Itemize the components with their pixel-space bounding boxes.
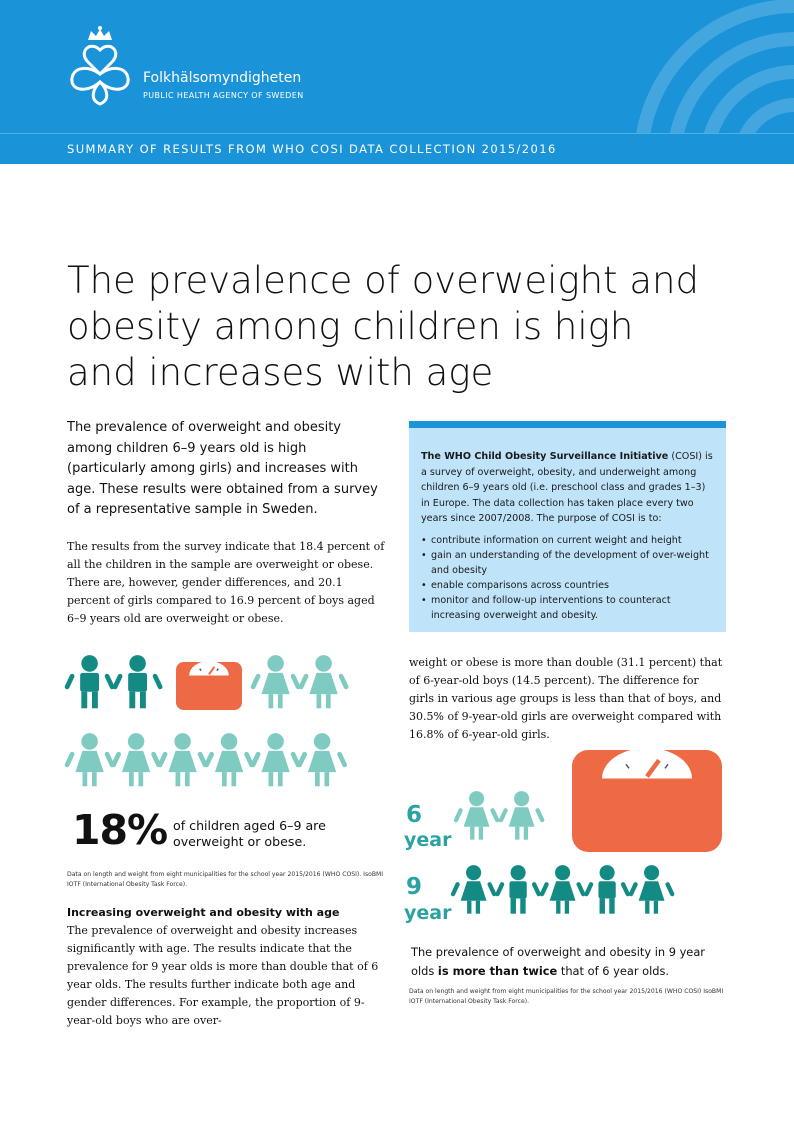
caption-bold: is more than twice [437, 964, 558, 978]
caption-text-2: that of 6 year olds. [557, 964, 670, 978]
comparison-caption: The prevalence of overweight and obesity… [411, 943, 711, 981]
summary-banner: SUMMARY OF RESULTS FROM WHO COSI DATA CO… [0, 133, 794, 164]
header-bar: Folkhälsomyndigheten PUBLIC HEALTH AGENC… [0, 0, 794, 133]
section-heading: Increasing overweight and obesity with a… [67, 906, 340, 919]
age-comparison-graphic [400, 747, 730, 933]
info-box-abbr: (COSI) is [668, 451, 713, 462]
crown-knot-logo-icon [70, 26, 130, 106]
boy-icon [584, 865, 630, 914]
age-9-label: year [404, 902, 452, 924]
boy-icon [64, 655, 115, 709]
girl-icon [297, 733, 347, 787]
boy-icon [495, 865, 541, 914]
data-source-note: Data on length and weight from eight mun… [67, 871, 384, 888]
info-box-text: The WHO Child Obesity Surveillance Initi… [421, 449, 714, 527]
girl-icon [498, 791, 545, 840]
purpose-list: contribute information on current weight… [421, 533, 714, 623]
cosi-info-box: The WHO Child Obesity Surveillance Initi… [409, 421, 726, 632]
children-icon-grid [64, 652, 354, 802]
info-box-body: a survey of overweight, obesity, and und… [421, 466, 706, 525]
girl-icon [539, 865, 586, 914]
girl-icon [450, 865, 497, 914]
caption-text-1: The prevalence of overweight and obesity… [411, 945, 705, 978]
girl-icon [250, 655, 301, 709]
girl-icon [111, 733, 161, 787]
purpose-item: contribute information on current weight… [421, 533, 714, 548]
age-paragraph: The prevalence of overweight and obesity… [67, 924, 379, 1027]
intro-paragraph: The prevalence of overweight and obesity… [67, 420, 378, 517]
data-source-note-2: Data on length and weight from eight mun… [409, 988, 724, 1005]
girl-icon [453, 791, 500, 840]
age-6-number: 6 [406, 802, 423, 828]
page-title: The prevalence of overweight and obesity… [67, 259, 699, 394]
results-paragraph: The results from the survey indicate tha… [67, 540, 385, 625]
purpose-item: monitor and follow-up interventions to c… [421, 593, 714, 623]
purpose-item: gain an understanding of the development… [421, 548, 714, 578]
girl-icon [628, 865, 675, 914]
purpose-item: enable comparisons across countries [421, 578, 714, 593]
percent-figure: 18% [72, 806, 168, 854]
scale-icon [572, 747, 722, 852]
girl-icon [157, 733, 208, 787]
girl-icon [250, 733, 301, 787]
brand-subtitle: PUBLIC HEALTH AGENCY OF SWEDEN [143, 91, 304, 100]
age-9-number: 9 [406, 874, 423, 900]
continued-paragraph: weight or obese is more than double (31.… [409, 656, 723, 741]
brand-name: Folkhälsomyndigheten [143, 70, 302, 86]
boy-icon [112, 655, 163, 709]
banner-text: SUMMARY OF RESULTS FROM WHO COSI DATA CO… [67, 142, 557, 156]
scale-icon [176, 661, 242, 710]
girl-icon [64, 733, 115, 787]
age-6-label: year [404, 829, 452, 851]
girl-icon [204, 733, 254, 787]
percent-caption: of children aged 6–9 are overweight or o… [173, 818, 326, 849]
info-box-title: The WHO Child Obesity Surveillance Initi… [421, 451, 669, 462]
girl-icon [298, 655, 349, 709]
